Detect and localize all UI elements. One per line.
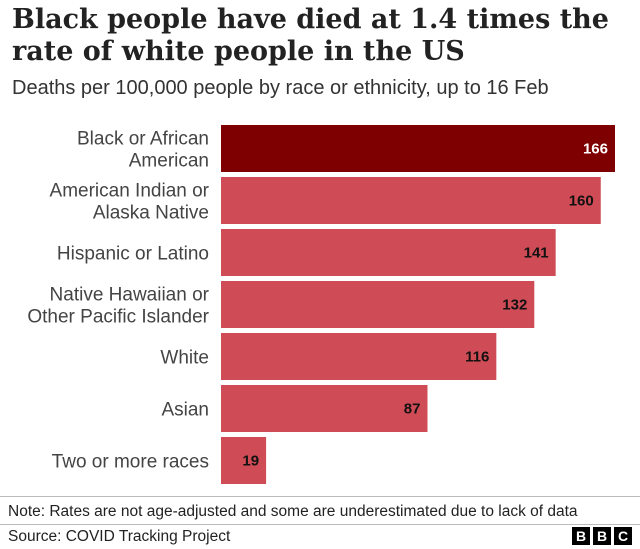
- chart-title: Black people have died at 1.4 times the …: [12, 4, 609, 67]
- category-label-2: American Indian or Alaska Native: [50, 181, 210, 224]
- bbc-logo-letter-2: B: [593, 527, 611, 545]
- bar-4: [221, 281, 535, 328]
- bar-value-label-7: 19: [242, 453, 259, 470]
- bar-7: [221, 437, 267, 484]
- bar-value-label-1: 166: [583, 141, 608, 158]
- bar-value-label-6: 87: [404, 401, 421, 418]
- category-label-7: Two or more races: [52, 452, 209, 473]
- bbc-logo-letter-3: C: [614, 527, 632, 545]
- category-label-3: Hispanic or Latino: [57, 244, 209, 265]
- category-label-5: White: [160, 348, 209, 369]
- footer-note: Note: Rates are not age-adjusted and som…: [8, 503, 578, 520]
- footer-source: Source: COVID Tracking Project: [8, 528, 231, 545]
- bar-value-label-5: 116: [465, 349, 489, 366]
- bbc-logo: B B C: [572, 527, 632, 545]
- category-label-6: Asian: [161, 400, 209, 421]
- bar-2: [221, 177, 601, 224]
- bar-value-label-3: 141: [524, 245, 549, 262]
- category-label-1: Black or African American: [77, 129, 209, 172]
- bar-value-label-2: 160: [569, 193, 594, 210]
- bar-6: [221, 385, 428, 432]
- footer-divider: [0, 496, 640, 497]
- bar-5: [221, 333, 497, 380]
- category-label-4: Native Hawaiian or Other Pacific Islander: [27, 285, 209, 328]
- bar-value-label-4: 132: [502, 297, 527, 314]
- bbc-logo-letter-1: B: [572, 527, 590, 545]
- bar-1: [221, 125, 615, 172]
- bar-3: [221, 229, 556, 276]
- bar-chart: 166 Black or African American 160 American I…: [27, 125, 615, 484]
- source-divider: [0, 524, 640, 525]
- chart-subtitle: Deaths per 100,000 people by race or eth…: [12, 77, 549, 99]
